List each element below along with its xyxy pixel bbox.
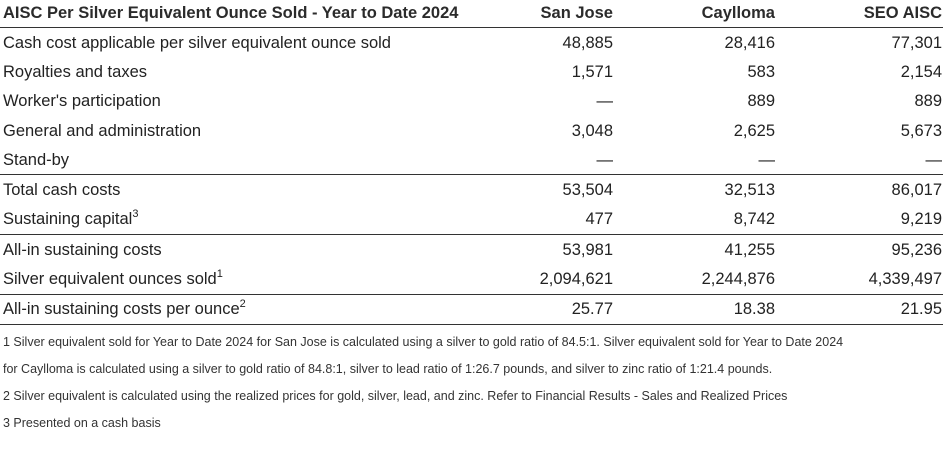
table-row: Royalties and taxes 1,571 583 2,154	[0, 57, 943, 86]
cell-seo-aisc: 2,154	[900, 62, 942, 81]
table-row: Worker's participation — 889 889	[0, 87, 943, 116]
cell-san-jose: 3,048	[571, 121, 613, 140]
cell-caylloma: 32,513	[615, 174, 775, 205]
table-title: AISC Per Silver Equivalent Ounce Sold - …	[3, 4, 459, 22]
cell-caylloma: 2,625	[733, 121, 775, 140]
cell-caylloma: 8,742	[733, 210, 775, 229]
footnotes: 1 Silver equivalent sold for Year to Dat…	[0, 329, 943, 437]
cell-caylloma: 889	[747, 92, 775, 111]
footnote-ref: 3	[132, 207, 139, 220]
cell-san-jose: 1,571	[571, 62, 613, 81]
cell-seo-aisc: 86,017	[775, 174, 943, 205]
row-label: All-in sustaining costs	[0, 234, 460, 265]
cell-caylloma: 583	[747, 62, 775, 81]
cell-caylloma: 41,255	[615, 234, 775, 265]
cell-caylloma: 28,416	[724, 33, 775, 52]
cell-seo-aisc: 9,219	[900, 210, 942, 229]
cell-san-jose: 53,504	[460, 174, 615, 205]
row-label: Cash cost applicable per silver equivale…	[3, 33, 391, 52]
cell-seo-aisc: 77,301	[891, 33, 942, 52]
table-row-total: Total cash costs 53,504 32,513 86,017	[0, 174, 943, 205]
table-row: General and administration 3,048 2,625 5…	[0, 116, 943, 145]
row-label: Worker's participation	[3, 92, 161, 111]
aisc-table: AISC Per Silver Equivalent Ounce Sold - …	[0, 0, 943, 325]
row-label: General and administration	[3, 121, 202, 140]
table-row-total: All-in sustaining costs per ounce2 25.77…	[0, 293, 943, 325]
cell-san-jose: —	[596, 150, 614, 169]
cell-caylloma: 18.38	[615, 293, 775, 325]
cell-caylloma: 2,244,876	[701, 270, 775, 289]
cell-san-jose: 477	[585, 210, 613, 229]
footnote-3: 3 Presented on a cash basis	[3, 415, 161, 430]
table-row-total: All-in sustaining costs 53,981 41,255 95…	[0, 234, 943, 265]
cell-seo-aisc: —	[925, 150, 943, 169]
cell-san-jose: 25.77	[460, 293, 615, 325]
footnote-ref: 2	[239, 297, 246, 310]
cell-caylloma: —	[758, 150, 776, 169]
column-header-seo-aisc: SEO AISC	[863, 4, 942, 22]
footnote-2: 2 Silver equivalent is calculated using …	[3, 388, 788, 403]
row-label: Stand-by	[3, 150, 70, 169]
table-header-row: AISC Per Silver Equivalent Ounce Sold - …	[0, 0, 943, 28]
cell-san-jose: 2,094,621	[539, 270, 613, 289]
cell-san-jose: —	[596, 92, 614, 111]
row-label: Sustaining capital3	[3, 207, 139, 229]
row-label: All-in sustaining costs per ounce2	[0, 293, 460, 325]
row-label: Silver equivalent ounces sold1	[3, 267, 223, 289]
column-header-caylloma: Caylloma	[701, 4, 775, 22]
cell-seo-aisc: 4,339,497	[868, 270, 942, 289]
table-row: Stand-by — — —	[0, 145, 943, 175]
cell-seo-aisc: 95,236	[775, 234, 943, 265]
footnote-1: 1 Silver equivalent sold for Year to Dat…	[3, 334, 844, 349]
table-row: Silver equivalent ounces sold1 2,094,621…	[0, 264, 943, 294]
cell-san-jose: 53,981	[460, 234, 615, 265]
footnote-ref: 1	[216, 267, 223, 280]
table-row: Cash cost applicable per silver equivale…	[0, 28, 943, 58]
cell-san-jose: 48,885	[562, 33, 613, 52]
row-label: Total cash costs	[0, 174, 460, 205]
column-header-san-jose: San Jose	[540, 4, 613, 22]
row-label: Royalties and taxes	[3, 62, 147, 81]
cell-seo-aisc: 889	[914, 92, 942, 111]
cell-seo-aisc: 21.95	[775, 293, 943, 325]
table-row: Sustaining capital3 477 8,742 9,219	[0, 205, 943, 235]
cell-seo-aisc: 5,673	[900, 121, 942, 140]
footnote-1-continued: for Caylloma is calculated using a silve…	[3, 361, 773, 376]
